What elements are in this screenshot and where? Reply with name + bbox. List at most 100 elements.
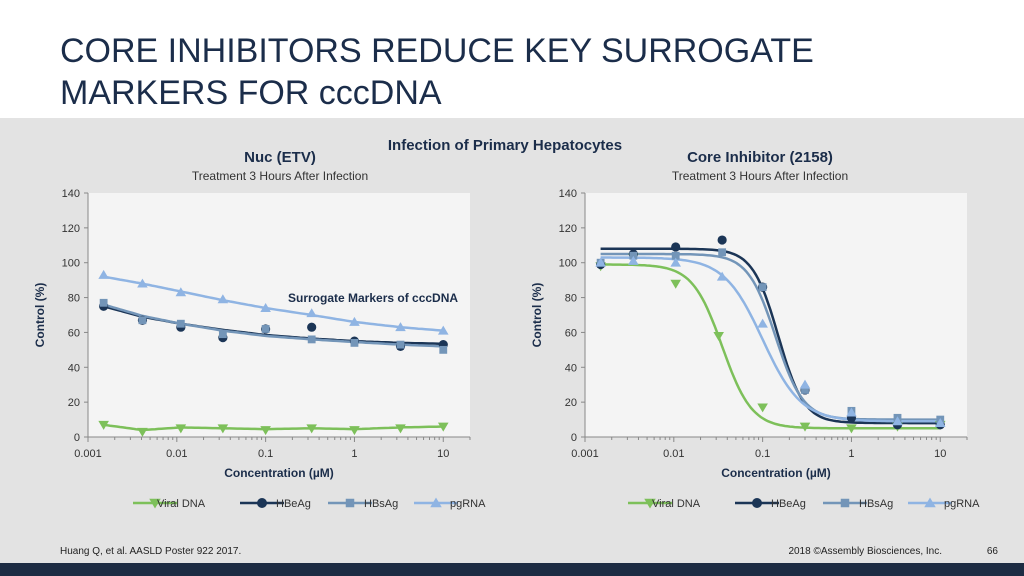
footer-copyright: 2018 ©Assembly Biosciences, Inc. bbox=[788, 546, 942, 557]
nuc-etv-legend-hbeag-marker bbox=[257, 498, 267, 508]
core-inhibitor-pgrna-curve bbox=[600, 256, 941, 423]
core-inhibitor-y-tick-label: 120 bbox=[559, 223, 577, 235]
nuc-etv-hbsag-curve bbox=[103, 303, 444, 348]
nuc-etv-y-tick-label: 120 bbox=[62, 223, 80, 235]
core-inhibitor-pgrna-point bbox=[934, 417, 946, 427]
core-inhibitor-title: Core Inhibitor (2158) bbox=[687, 149, 833, 166]
nuc-etv-pgrna-point bbox=[217, 294, 229, 304]
core-inhibitor-viral-dna-point bbox=[799, 422, 811, 432]
core-inhibitor-x-tick-label: 0.001 bbox=[571, 448, 599, 460]
core-inhibitor-pgrna-point bbox=[799, 379, 811, 389]
nuc-etv-chart: Nuc (ETV) Treatment 3 Hours After Infecti… bbox=[33, 149, 486, 510]
core-inhibitor-hbsag-point bbox=[718, 248, 727, 257]
core-inhibitor-pgrna-point bbox=[846, 407, 857, 417]
core-inhibitor-hbsag-point bbox=[629, 251, 638, 260]
nuc-etv-pgrna-point bbox=[349, 316, 360, 326]
nuc-etv-y-tick-label: 140 bbox=[62, 188, 80, 200]
core-inhibitor-pgrna-point bbox=[628, 255, 639, 265]
nuc-etv-viral-dna-point bbox=[395, 424, 406, 434]
nuc-etv-hbsag-point bbox=[307, 335, 316, 344]
section-title: Infection of Primary Hepatocytes bbox=[388, 137, 622, 154]
nuc-etv-legend-viral-dna-marker bbox=[149, 498, 161, 509]
nuc-etv-pgrna-point bbox=[98, 269, 109, 279]
core-inhibitor-y-tick-label: 0 bbox=[571, 432, 577, 444]
nuc-etv-y-tick-label: 80 bbox=[68, 293, 80, 305]
nuc-etv-y-tick-label: 0 bbox=[74, 432, 80, 444]
nuc-etv-hbsag-point bbox=[176, 319, 185, 328]
nuc-etv-y-tick-label: 20 bbox=[68, 397, 80, 409]
nuc-etv-pgrna-point bbox=[395, 322, 406, 332]
nuc-etv-hbsag-point bbox=[99, 298, 108, 307]
nuc-etv-pgrna-point bbox=[175, 287, 187, 297]
nuc-etv-hbsag-point bbox=[396, 340, 405, 349]
nuc-etv-x-tick-label: 0.001 bbox=[74, 448, 102, 460]
core-inhibitor-hbsag-point bbox=[671, 251, 680, 260]
nuc-etv-viral-dna-point bbox=[217, 424, 229, 434]
nuc-etv-viral-dna-point bbox=[306, 424, 317, 434]
nuc-etv-pgrna-point bbox=[260, 302, 271, 312]
nuc-etv-viral-dna-point bbox=[349, 426, 360, 436]
nuc-etv-y-tick-label: 60 bbox=[68, 327, 80, 339]
nuc-etv-hbsag-point bbox=[218, 330, 227, 339]
core-inhibitor-x-tick-label: 1 bbox=[848, 448, 854, 460]
nuc-etv-x-tick-label: 10 bbox=[437, 448, 449, 460]
core-inhibitor-legend-pgrna-label: pgRNA bbox=[944, 498, 980, 510]
core-inhibitor-chart: Core Inhibitor (2158) Treatment 3 Hours A… bbox=[530, 149, 980, 510]
core-inhibitor-x-tick-label: 0.1 bbox=[755, 448, 770, 460]
core-inhibitor-y-tick-label: 40 bbox=[565, 362, 577, 374]
nuc-etv-viral-dna-point bbox=[175, 424, 187, 434]
core-inhibitor-y-tick-label: 20 bbox=[565, 397, 577, 409]
core-inhibitor-y-tick-label: 100 bbox=[559, 258, 577, 270]
core-inhibitor-viral-dna-curve bbox=[600, 263, 941, 430]
core-inhibitor-plot-area bbox=[585, 193, 967, 437]
nuc-etv-legend-hbeag-label: HBeAg bbox=[276, 498, 311, 510]
core-inhibitor-hbeag-point bbox=[717, 235, 727, 245]
core-inhibitor-legend-viral-dna-marker bbox=[644, 498, 656, 509]
core-inhibitor-legend-pgrna-marker bbox=[924, 497, 936, 508]
nuc-etv-legend-hbsag-marker bbox=[345, 498, 355, 508]
core-inhibitor-pgrna-point bbox=[716, 271, 728, 281]
nuc-etv-hbsag-point bbox=[138, 316, 147, 325]
nuc-etv-viral-dna-point bbox=[98, 420, 109, 430]
core-inhibitor-y-axis-label: Control (%) bbox=[530, 283, 544, 348]
nuc-etv-hbsag-point bbox=[261, 325, 270, 333]
core-inhibitor-hbeag-curve bbox=[600, 247, 941, 425]
nuc-etv-x-tick-label: 0.01 bbox=[166, 448, 187, 460]
core-inhibitor-viral-dna-point bbox=[846, 424, 857, 434]
core-inhibitor-pgrna-point bbox=[595, 257, 606, 267]
nuc-etv-hbeag-point bbox=[307, 322, 317, 332]
nuc-etv-x-axis-label: Concentration (µM) bbox=[224, 466, 334, 480]
nuc-etv-y-tick-label: 40 bbox=[68, 362, 80, 374]
nuc-etv-x-tick-label: 0.1 bbox=[258, 448, 273, 460]
core-inhibitor-viral-dna-point bbox=[713, 332, 724, 341]
bottom-bar bbox=[0, 563, 1024, 576]
core-inhibitor-hbsag-point bbox=[801, 386, 809, 394]
nuc-etv-viral-dna-point bbox=[137, 427, 148, 437]
nuc-etv-hbsag-point bbox=[350, 338, 359, 347]
core-inhibitor-pgrna-point bbox=[670, 257, 681, 267]
core-inhibitor-y-tick-label: 80 bbox=[565, 293, 577, 305]
nuc-etv-title: Nuc (ETV) bbox=[244, 149, 316, 166]
core-inhibitor-x-axis-label: Concentration (µM) bbox=[721, 466, 831, 480]
footer-citation: Huang Q, et al. AASLD Poster 922 2017. bbox=[60, 546, 242, 557]
core-inhibitor-pgrna-point bbox=[892, 416, 903, 426]
core-inhibitor-x-tick-label: 10 bbox=[934, 448, 946, 460]
nuc-etv-subtitle: Treatment 3 Hours After Infection bbox=[192, 169, 368, 183]
core-inhibitor-legend-hbeag-marker bbox=[752, 498, 762, 508]
core-inhibitor-hbeag-point bbox=[671, 242, 681, 252]
core-inhibitor-hbsag-point bbox=[758, 283, 767, 292]
nuc-etv-legend-pgrna-label: pgRNA bbox=[450, 498, 486, 510]
core-inhibitor-pgrna-point bbox=[757, 318, 768, 328]
nuc-etv-y-tick-label: 100 bbox=[62, 258, 80, 270]
core-inhibitor-hbsag-curve bbox=[600, 252, 941, 421]
nuc-etv-x-tick-label: 1 bbox=[351, 448, 357, 460]
nuc-etv-pgrna-point bbox=[437, 325, 449, 335]
nuc-etv-viral-dna-point bbox=[260, 426, 271, 436]
core-inhibitor-y-tick-label: 60 bbox=[565, 327, 577, 339]
slide-title-line-1: CORE INHIBITORS REDUCE KEY SURROGATE bbox=[60, 32, 814, 70]
nuc-etv-y-axis-label: Control (%) bbox=[33, 283, 47, 348]
nuc-etv-hbsag-point bbox=[439, 345, 448, 354]
nuc-etv-legend-hbsag-label: HBsAg bbox=[364, 498, 398, 510]
core-inhibitor-legend-viral-dna-label: Viral DNA bbox=[652, 498, 701, 510]
core-inhibitor-y-tick-label: 140 bbox=[559, 188, 577, 200]
